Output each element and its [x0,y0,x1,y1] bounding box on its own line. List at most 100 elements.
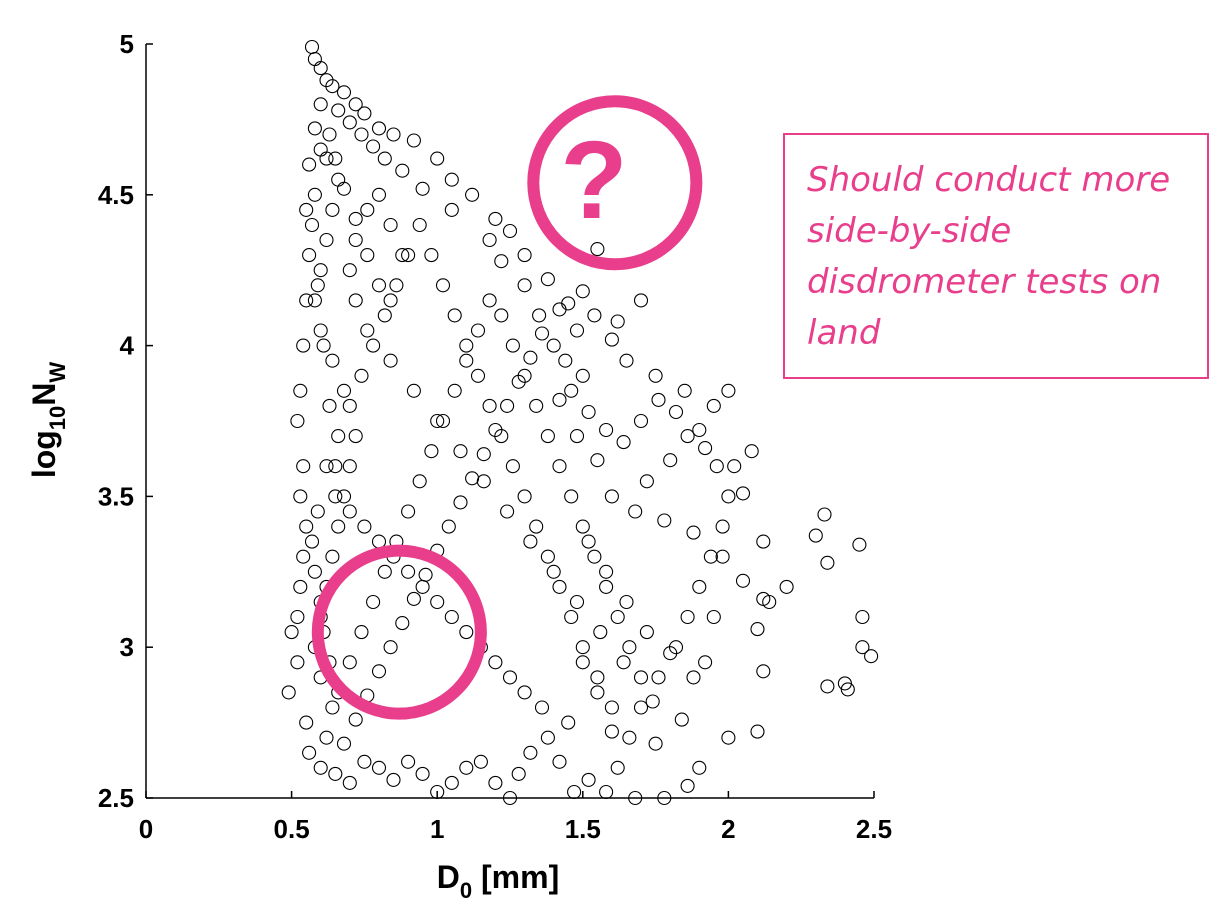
data-point [575,284,590,299]
data-point [590,242,605,257]
data-point [721,730,736,745]
data-point [299,202,314,217]
data-point [325,202,340,217]
x-tick-label: 0 [139,814,153,844]
data-point [686,525,701,540]
data-point [296,459,311,474]
data-point [395,248,410,263]
data-point [299,293,314,308]
annotation-note-box: Should conduct more side-by-side disdrom… [783,133,1209,379]
data-point [401,754,416,769]
data-point [476,447,491,462]
data-point [680,609,695,625]
data-point [319,730,334,745]
data-point [552,392,567,407]
y-tick-label: 2.5 [98,783,134,813]
data-point [616,655,631,670]
data-point [348,429,363,444]
data-point [540,730,555,745]
data-point [628,504,643,519]
data-point [389,278,404,293]
data-point [319,459,334,474]
data-point [855,609,870,625]
data-point [473,754,488,769]
data-point [348,232,363,248]
data-point [401,504,416,519]
data-point [855,640,870,655]
y-axis-label: log10NW [26,362,70,479]
data-point [319,232,334,248]
data-point [590,453,605,468]
data-point [304,39,320,55]
data-point [622,640,637,655]
data-point [622,730,637,745]
data-point [325,549,340,564]
data-point [383,293,398,308]
data-point [639,474,654,489]
data-point [645,694,660,709]
data-point [494,308,509,323]
data-point [546,564,561,579]
y-tick-label: 3 [120,632,134,662]
data-point [552,579,567,594]
data-point [281,685,296,700]
data-point [482,398,497,413]
data-point [441,519,456,534]
data-point [698,441,713,456]
data-point [415,579,430,594]
data-point [581,772,596,787]
data-point [599,784,614,800]
data-point [322,398,337,413]
data-point [581,404,596,420]
data-point [750,724,765,739]
data-point [328,766,343,781]
data-point [313,61,328,76]
data-point [523,350,538,365]
data-point [336,85,352,100]
data-point [336,383,352,398]
data-point [564,383,579,398]
data-point [558,353,573,368]
data-point [342,263,357,278]
data-point [511,766,526,781]
data-point [575,640,590,655]
data-point [546,338,561,353]
data-point [575,655,590,670]
data-point [610,609,625,625]
data-point [703,549,718,564]
data-point [575,519,590,534]
data-point [651,670,666,685]
highlight-circle-lower [311,544,487,720]
data-point [476,474,491,489]
data-point [459,625,474,640]
data-point [692,579,707,594]
data-point [668,404,684,420]
data-point [721,383,736,398]
data-point [307,121,322,136]
data-point [354,127,369,142]
data-point [470,323,486,338]
data-point [354,368,369,383]
data-point [523,534,538,549]
data-point [336,181,352,196]
data-point [534,326,550,341]
data-point [593,625,608,640]
x-tick-label: 0.5 [274,814,310,844]
data-point [357,519,372,534]
data-point [561,715,576,730]
data-point [304,534,320,549]
data-point [569,594,585,610]
x-tick-label: 1 [430,814,444,844]
data-point [715,549,730,564]
data-point [290,655,305,670]
data-point [599,579,614,594]
data-point [680,429,695,444]
data-point [502,670,518,685]
data-point [325,79,340,94]
data-point [342,459,357,474]
data-point [383,640,398,655]
data-point [808,528,823,543]
data-point [569,429,585,444]
data-point [293,579,308,594]
data-point [686,670,701,685]
